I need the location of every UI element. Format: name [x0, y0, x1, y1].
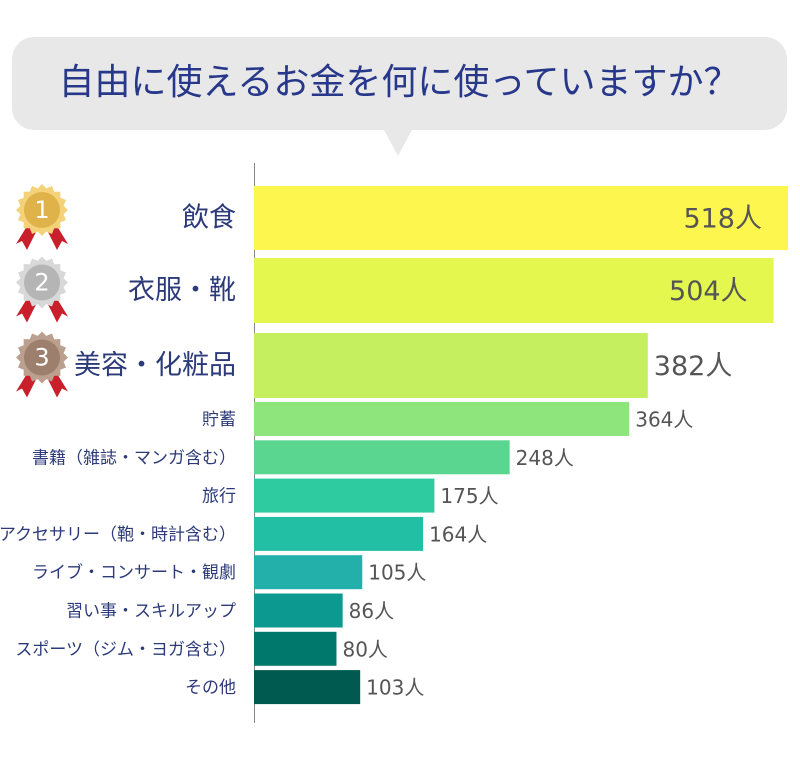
bar — [254, 440, 510, 475]
bar — [254, 555, 363, 590]
medal: 1 — [16, 184, 68, 250]
value-label: 164人 — [429, 522, 487, 546]
value-label: 80人 — [342, 637, 387, 661]
value-label: 248人 — [516, 446, 574, 470]
category-label: スポーツ（ジム・ヨガ含む） — [15, 640, 236, 660]
category-label: 習い事・スキルアップ — [66, 602, 236, 622]
category-label: その他 — [185, 678, 236, 698]
value-label: 504人 — [669, 276, 748, 307]
bubble-pointer — [384, 130, 412, 156]
medal: 2 — [16, 256, 68, 323]
category-label: 美容・化粧品 — [74, 350, 236, 381]
category-label: 貯蓄 — [202, 410, 236, 430]
value-label: 86人 — [349, 599, 394, 623]
bar — [254, 593, 343, 628]
value-label: 105人 — [368, 561, 426, 585]
bar — [254, 402, 630, 436]
value-label: 382人 — [654, 351, 733, 382]
rank-label: 1 — [34, 196, 49, 224]
medal-face — [24, 264, 60, 301]
value-label: 175人 — [440, 484, 498, 508]
medal: 3 — [16, 331, 68, 398]
bar — [254, 670, 361, 705]
medal-face — [24, 192, 60, 228]
rank-label: 3 — [34, 344, 49, 372]
category-label: 書籍（雑誌・マンガ含む） — [32, 448, 236, 468]
category-label: 衣服・靴 — [128, 275, 236, 306]
chart-title: 自由に使えるお金を何に使っていますか？ — [58, 62, 739, 103]
bar — [254, 258, 774, 323]
category-label: 飲食 — [182, 203, 236, 234]
bar — [254, 478, 435, 513]
value-label: 103人 — [366, 676, 424, 700]
bubble — [12, 37, 787, 130]
category-label: アクセサリー（鞄・時計含む） — [0, 525, 236, 545]
bar — [254, 516, 424, 551]
bar — [254, 333, 648, 398]
category-label: 旅行 — [202, 487, 236, 507]
value-label: 518人 — [683, 204, 762, 235]
bar — [254, 186, 788, 250]
title-bubble: 自由に使えるお金を何に使っていますか？ — [12, 37, 787, 156]
category-label: ライブ・コンサート・観劇 — [32, 562, 236, 583]
medal-face — [24, 339, 60, 376]
value-label: 364人 — [635, 408, 693, 432]
bar — [254, 631, 337, 666]
rank-label: 2 — [34, 269, 49, 297]
